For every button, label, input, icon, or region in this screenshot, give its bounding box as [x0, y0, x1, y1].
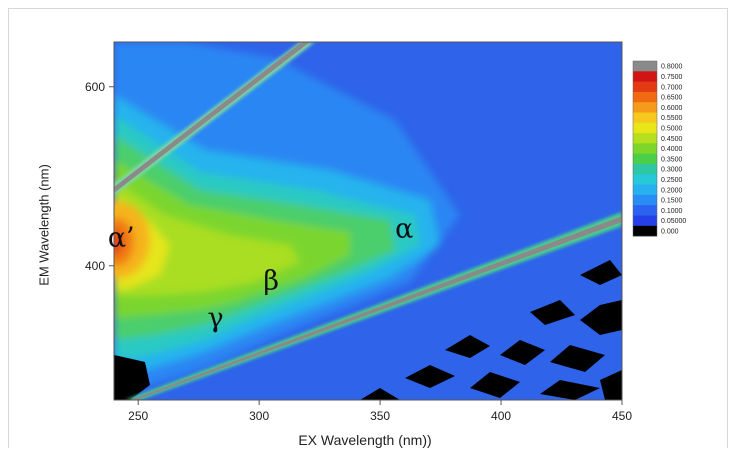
colorbar-label: 0.000: [661, 228, 679, 235]
peak-label: α’: [108, 222, 135, 253]
y-tick-label: 400: [85, 259, 105, 273]
noise-region: [114, 260, 622, 400]
colorbar-swatch: [633, 194, 657, 206]
colorbar-label: 0.1000: [661, 208, 683, 215]
y-tick-label: 600: [85, 80, 105, 94]
colorbar-swatch: [633, 81, 657, 93]
scatter-bands: [114, 42, 622, 400]
colorbar-label: 0.3000: [661, 167, 683, 174]
x-axis-label: EX Wavelength (nm)): [298, 432, 432, 448]
colorbar-label: 0.6500: [661, 95, 683, 102]
colorbar-swatch: [633, 184, 657, 196]
peak-label: α: [395, 213, 413, 244]
colorbar-label: 0.1500: [661, 198, 683, 205]
x-tick-label: 450: [612, 409, 632, 423]
figure-frame: [8, 8, 728, 448]
colorbar-swatch: [633, 215, 657, 227]
colorbar-label: 0.2500: [661, 177, 683, 184]
colorbar-swatch: [633, 143, 657, 155]
peak-label: β: [263, 265, 279, 296]
peak-label: γ: [208, 303, 224, 334]
colorbar-label: 0.6000: [661, 105, 683, 112]
colorbar-label: 0.4500: [661, 136, 683, 143]
peak-labels: α’ α β γ: [108, 213, 414, 334]
colorbar-swatch: [633, 102, 657, 113]
colorbar-border: [632, 60, 658, 237]
colorbar-label: 0.5500: [661, 115, 683, 122]
colorbar-label: 0.7500: [661, 74, 683, 81]
x-tick-label: 250: [128, 409, 148, 423]
rayleigh-band-2nd-order: [125, 212, 622, 400]
x-tick-label: 350: [370, 409, 390, 423]
x-tick-label: 300: [249, 409, 269, 423]
colorbar-label: 0.5000: [661, 125, 683, 132]
colorbar-swatch: [633, 174, 657, 185]
colorbar-swatch: [633, 164, 657, 175]
colorbar-label: 0.7000: [661, 84, 683, 91]
colorbar-swatch: [633, 205, 657, 216]
contour-level-10: [114, 230, 123, 254]
colorbar-swatch: [633, 61, 657, 72]
colorbar-label: 0.8000: [661, 64, 683, 71]
colorbar-swatch: [633, 153, 657, 165]
colorbar-swatch: [633, 112, 657, 124]
y-axis-label: EM Wavelength (nm): [36, 164, 52, 286]
x-tick-label: 400: [491, 409, 511, 423]
x-axis: 250 300 350 400 450: [128, 400, 632, 423]
colorbar-swatch: [633, 133, 657, 144]
intensity-contours: [114, 42, 460, 400]
contour-level-9: [114, 218, 134, 266]
rayleigh-band-1st-order: [114, 42, 315, 196]
y-axis: 400 600: [85, 80, 114, 273]
colorbar-swatch: [633, 91, 657, 103]
plot-border: [113, 41, 623, 401]
plot-area: [114, 42, 622, 400]
colorbar-label: 0.3500: [661, 156, 683, 163]
colorbar: 0.8000 0.7500 0.7000 0.6500 0.6000 0.5500 0.50…: [632, 60, 686, 237]
colorbar-swatch: [633, 225, 657, 237]
colorbar-swatch: [633, 71, 657, 82]
colorbar-label: 0.05000: [661, 218, 686, 225]
colorbar-label: 0.4000: [661, 146, 683, 153]
colorbar-label: 0.2000: [661, 187, 683, 194]
colorbar-swatch: [633, 122, 657, 134]
